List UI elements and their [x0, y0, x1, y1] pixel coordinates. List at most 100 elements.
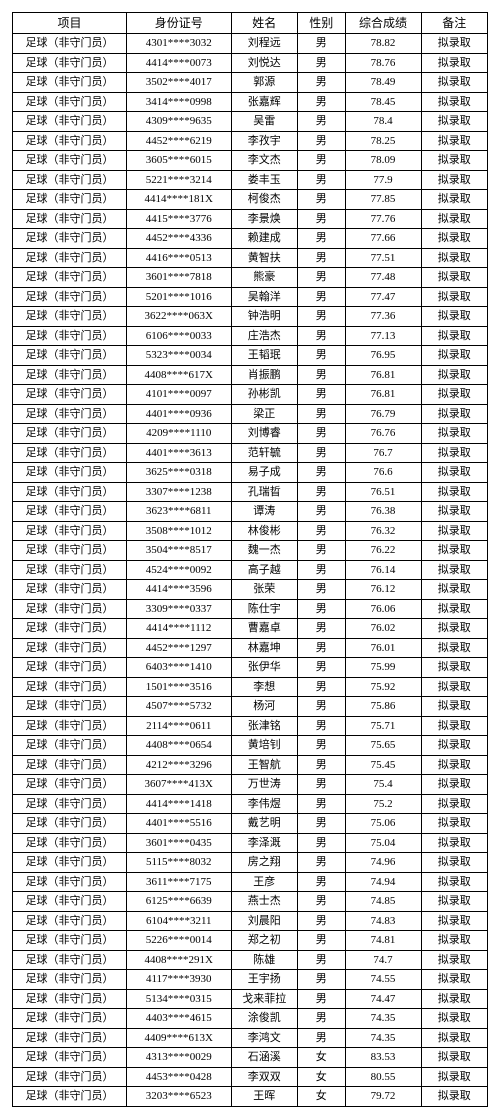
- table-row: 足球（非守门员）3601****7818熊豪男77.48拟录取: [13, 268, 488, 288]
- cell-remark: 拟录取: [421, 92, 488, 112]
- cell-name: 陈雄: [231, 950, 298, 970]
- cell-remark: 拟录取: [421, 190, 488, 210]
- cell-name: 黄智扶: [231, 248, 298, 268]
- cell-gender: 男: [298, 346, 346, 366]
- cell-id: 3508****1012: [127, 521, 232, 541]
- cell-project: 足球（非守门员）: [13, 34, 127, 54]
- cell-id: 4416****0513: [127, 248, 232, 268]
- table-row: 足球（非守门员）3504****8517魏一杰男76.22拟录取: [13, 541, 488, 561]
- cell-project: 足球（非守门员）: [13, 443, 127, 463]
- cell-project: 足球（非守门员）: [13, 716, 127, 736]
- cell-name: 张伊华: [231, 658, 298, 678]
- cell-name: 林嘉坤: [231, 638, 298, 658]
- cell-remark: 拟录取: [421, 755, 488, 775]
- cell-remark: 拟录取: [421, 248, 488, 268]
- table-row: 足球（非守门员）4408****0654黄培钊男75.65拟录取: [13, 736, 488, 756]
- cell-remark: 拟录取: [421, 229, 488, 249]
- cell-id: 4414****181X: [127, 190, 232, 210]
- cell-remark: 拟录取: [421, 1009, 488, 1029]
- cell-score: 76.02: [345, 619, 421, 639]
- table-row: 足球（非守门员）6403****1410张伊华男75.99拟录取: [13, 658, 488, 678]
- cell-name: 王韬珉: [231, 346, 298, 366]
- cell-remark: 拟录取: [421, 989, 488, 1009]
- cell-remark: 拟录取: [421, 424, 488, 444]
- cell-gender: 男: [298, 931, 346, 951]
- cell-remark: 拟录取: [421, 170, 488, 190]
- col-header-project: 项目: [13, 13, 127, 34]
- cell-project: 足球（非守门员）: [13, 287, 127, 307]
- cell-name: 易子成: [231, 463, 298, 483]
- cell-score: 74.85: [345, 892, 421, 912]
- cell-score: 76.06: [345, 599, 421, 619]
- cell-name: 戴艺明: [231, 814, 298, 834]
- cell-name: 刘程远: [231, 34, 298, 54]
- cell-score: 76.7: [345, 443, 421, 463]
- col-header-name: 姓名: [231, 13, 298, 34]
- cell-gender: 男: [298, 326, 346, 346]
- cell-name: 张津铭: [231, 716, 298, 736]
- cell-score: 76.14: [345, 560, 421, 580]
- table-row: 足球（非守门员）3414****0998张嘉辉男78.45拟录取: [13, 92, 488, 112]
- table-row: 足球（非守门员）4414****0073刘悦达男78.76拟录取: [13, 53, 488, 73]
- cell-score: 77.85: [345, 190, 421, 210]
- cell-remark: 拟录取: [421, 775, 488, 795]
- table-row: 足球（非守门员）4401****5516戴艺明男75.06拟录取: [13, 814, 488, 834]
- cell-score: 76.76: [345, 424, 421, 444]
- cell-id: 4524****0092: [127, 560, 232, 580]
- cell-name: 王晖: [231, 1087, 298, 1107]
- cell-id: 4403****4615: [127, 1009, 232, 1029]
- table-row: 足球（非守门员）3601****0435李泽溉男75.04拟录取: [13, 833, 488, 853]
- cell-remark: 拟录取: [421, 268, 488, 288]
- cell-score: 76.01: [345, 638, 421, 658]
- cell-project: 足球（非守门员）: [13, 1028, 127, 1048]
- cell-id: 5221****3214: [127, 170, 232, 190]
- cell-id: 4408****291X: [127, 950, 232, 970]
- table-row: 足球（非守门员）3611****7175王彦男74.94拟录取: [13, 872, 488, 892]
- cell-name: 曹嘉卓: [231, 619, 298, 639]
- cell-project: 足球（非守门员）: [13, 872, 127, 892]
- table-row: 足球（非守门员）4452****6219李孜宇男78.25拟录取: [13, 131, 488, 151]
- cell-id: 3414****0998: [127, 92, 232, 112]
- table-row: 足球（非守门员）4408****291X陈雄男74.7拟录取: [13, 950, 488, 970]
- cell-name: 戈来菲拉: [231, 989, 298, 1009]
- cell-project: 足球（非守门员）: [13, 482, 127, 502]
- cell-name: 郑之初: [231, 931, 298, 951]
- cell-project: 足球（非守门员）: [13, 112, 127, 132]
- col-header-id: 身份证号: [127, 13, 232, 34]
- cell-name: 王彦: [231, 872, 298, 892]
- cell-project: 足球（非守门员）: [13, 794, 127, 814]
- cell-gender: 男: [298, 950, 346, 970]
- cell-name: 黄培钊: [231, 736, 298, 756]
- cell-project: 足球（非守门员）: [13, 268, 127, 288]
- cell-name: 王宇扬: [231, 970, 298, 990]
- cell-remark: 拟录取: [421, 326, 488, 346]
- cell-id: 4414****1112: [127, 619, 232, 639]
- table-row: 足球（非守门员）3203****6523王晖女79.72拟录取: [13, 1087, 488, 1107]
- cell-remark: 拟录取: [421, 716, 488, 736]
- cell-project: 足球（非守门员）: [13, 638, 127, 658]
- cell-score: 77.66: [345, 229, 421, 249]
- cell-name: 吴翰洋: [231, 287, 298, 307]
- table-row: 足球（非守门员）5201****1016吴翰洋男77.47拟录取: [13, 287, 488, 307]
- cell-project: 足球（非守门员）: [13, 170, 127, 190]
- table-row: 足球（非守门员）4409****613X李鸿文男74.35拟录取: [13, 1028, 488, 1048]
- cell-name: 李想: [231, 677, 298, 697]
- cell-project: 足球（非守门员）: [13, 346, 127, 366]
- cell-remark: 拟录取: [421, 209, 488, 229]
- cell-score: 78.82: [345, 34, 421, 54]
- cell-name: 涂俊凯: [231, 1009, 298, 1029]
- cell-name: 房之翔: [231, 853, 298, 873]
- table-row: 足球（非守门员）4414****1418李伟煜男75.2拟录取: [13, 794, 488, 814]
- cell-name: 刘博睿: [231, 424, 298, 444]
- cell-id: 3504****8517: [127, 541, 232, 561]
- table-row: 足球（非守门员）3508****1012林俊彬男76.32拟录取: [13, 521, 488, 541]
- cell-name: 张荣: [231, 580, 298, 600]
- cell-id: 6125****6639: [127, 892, 232, 912]
- cell-name: 李伟煜: [231, 794, 298, 814]
- cell-remark: 拟录取: [421, 872, 488, 892]
- table-row: 足球（非守门员）3625****0318易子成男76.6拟录取: [13, 463, 488, 483]
- cell-remark: 拟录取: [421, 560, 488, 580]
- table-row: 足球（非守门员）6106****0033庄浩杰男77.13拟录取: [13, 326, 488, 346]
- cell-remark: 拟录取: [421, 404, 488, 424]
- cell-id: 4409****613X: [127, 1028, 232, 1048]
